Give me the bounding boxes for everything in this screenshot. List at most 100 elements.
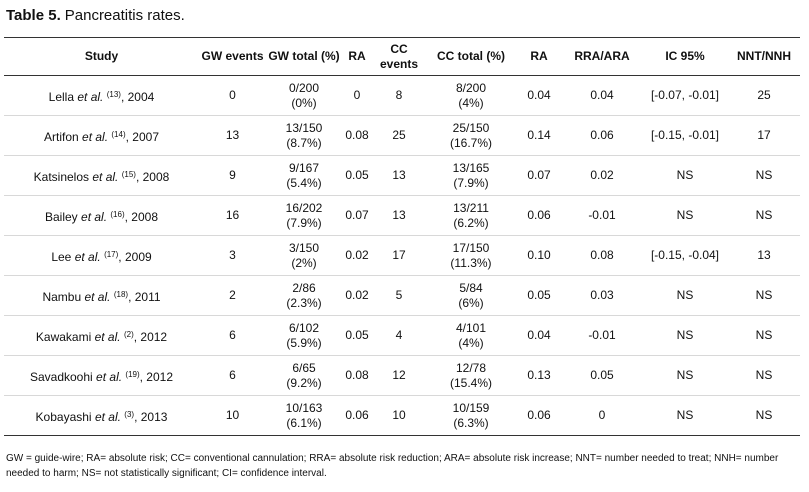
- study-etal: et al.: [94, 409, 121, 424]
- total-part: 10/163: [285, 400, 323, 415]
- total-part: 6/102: [288, 320, 320, 335]
- value-cell: 4: [395, 328, 403, 342]
- value-cell: NS: [755, 368, 773, 382]
- study-author: Kobayashi: [35, 409, 92, 424]
- title-label: Table 5.: [6, 7, 61, 24]
- value-cell: 25: [392, 128, 406, 142]
- header-cell: CC events: [379, 41, 419, 71]
- total-part: (16.7%): [449, 135, 493, 150]
- value-cell: 0: [229, 88, 236, 102]
- study-ref: (18): [113, 289, 129, 299]
- total-part: (2%): [291, 255, 317, 270]
- value-cell: NS: [755, 208, 773, 222]
- title-text: Pancreatitis rates.: [64, 7, 185, 24]
- value-cell: 0.06: [345, 408, 369, 422]
- value-cell: NS: [755, 168, 773, 182]
- total-cell: 13/165 (7.9%): [426, 156, 516, 196]
- study-year: , 2004: [120, 89, 155, 104]
- total-part: (0%): [291, 95, 317, 110]
- study-cell: Katsinelos et al. (15), 2008: [4, 156, 199, 196]
- study-ref: (19): [125, 369, 140, 379]
- total-part: (4%): [458, 95, 484, 110]
- table-row: Lee et al. (17), 2009 3 3/150 (2%) 0.02 17 17/…: [4, 236, 800, 276]
- total-part: (6%): [458, 295, 484, 310]
- header-row: Study GW events GW total (%) RA CC events CC …: [4, 37, 800, 76]
- study-year: , 2008: [124, 209, 158, 224]
- total-part: 16/202: [285, 200, 323, 215]
- value-cell: 16: [225, 208, 240, 222]
- study-author: Nambu: [42, 289, 82, 304]
- study-etal: et al.: [84, 289, 111, 304]
- study-ref: (16): [110, 209, 125, 219]
- study-author: Savadkoohi: [29, 369, 93, 384]
- value-cell: 0.04: [590, 88, 614, 102]
- study-ref: (13): [106, 89, 121, 99]
- value-cell: 13: [225, 128, 240, 142]
- study-cell: Artifon et al. (14), 2007: [4, 116, 199, 156]
- header-cell: RA: [348, 49, 366, 63]
- total-part: 8/200: [455, 80, 487, 95]
- value-cell: 0.02: [345, 248, 369, 262]
- table-row: Kobayashi et al. (3), 2013 10 10/163 (6.1%)…: [4, 396, 800, 436]
- table-header: Study GW events GW total (%) RA CC events CC …: [4, 37, 800, 76]
- value-cell: 13: [392, 168, 406, 182]
- study-cell: Bailey et al. (16), 2008: [4, 196, 199, 236]
- total-cell: 2/86 (2.3%): [266, 276, 342, 316]
- study-etal: et al.: [74, 249, 101, 264]
- total-part: 3/150: [288, 240, 320, 255]
- value-cell: NS: [676, 368, 694, 382]
- study-cell: Lella et al. (13), 2004: [4, 76, 199, 116]
- study-etal: et al.: [96, 369, 123, 384]
- total-part: 13/150: [285, 120, 323, 135]
- value-cell: 0: [598, 408, 606, 422]
- total-part: (2.3%): [286, 295, 322, 310]
- value-cell: 10: [392, 408, 406, 422]
- value-cell: 0.05: [345, 168, 369, 182]
- table-row: Savadkoohi et al. (19), 2012 6 6/65 (9.2%) 0…: [4, 356, 800, 396]
- table-row: Kawakami et al. (2), 2012 6 6/102 (5.9%) 0.0…: [4, 316, 800, 356]
- value-cell: -0.01: [588, 208, 616, 222]
- value-cell: 8: [395, 88, 403, 102]
- value-cell: 25: [757, 88, 771, 102]
- study-ref: (15): [121, 169, 136, 179]
- value-cell: NS: [676, 408, 694, 422]
- value-cell: 12: [392, 368, 406, 382]
- total-cell: 16/202 (7.9%): [266, 196, 342, 236]
- value-cell: 13: [392, 208, 406, 222]
- value-cell: NS: [676, 208, 694, 222]
- total-cell: 17/150 (11.3%): [426, 236, 516, 276]
- value-cell: NS: [676, 328, 694, 342]
- study-ref: (2): [123, 329, 134, 339]
- value-cell: 6: [229, 368, 236, 382]
- value-cell: 0.05: [527, 288, 551, 302]
- total-cell: 6/65 (9.2%): [266, 356, 342, 396]
- value-cell: 0.02: [590, 168, 614, 182]
- total-part: 17/150: [452, 240, 490, 255]
- total-part: 10/159: [452, 400, 490, 415]
- value-cell: 13: [757, 248, 771, 262]
- study-year: , 2012: [139, 369, 174, 384]
- value-cell: 0.02: [345, 288, 369, 302]
- table-row: Bailey et al. (16), 2008 16 16/202 (7.9%) 0.…: [4, 196, 800, 236]
- total-part: 9/167: [288, 160, 320, 175]
- header-cell: GW total (%): [268, 49, 340, 63]
- study-year: , 2012: [133, 329, 168, 344]
- header-cell: Study: [84, 49, 119, 63]
- value-cell: [-0.15, -0.01]: [650, 128, 720, 142]
- study-etal: et al.: [81, 209, 108, 224]
- study-ref: (3): [124, 409, 135, 419]
- study-etal: et al.: [92, 169, 119, 184]
- study-year: , 2011: [128, 289, 161, 304]
- total-cell: 25/150 (16.7%): [426, 116, 516, 156]
- total-cell: 0/200 (0%): [266, 76, 342, 116]
- total-part: 25/150: [452, 120, 490, 135]
- value-cell: NS: [755, 408, 773, 422]
- value-cell: 0.05: [590, 368, 614, 382]
- total-part: (6.2%): [453, 215, 489, 230]
- study-cell: Kawakami et al. (2), 2012: [4, 316, 199, 356]
- study-cell: Nambu et al. (18), 2011: [4, 276, 199, 316]
- header-cell: CC total (%): [437, 49, 505, 63]
- value-cell: [-0.15, -0.04]: [650, 248, 720, 262]
- header-cell: GW events: [201, 49, 264, 63]
- total-part: 12/78: [455, 360, 487, 375]
